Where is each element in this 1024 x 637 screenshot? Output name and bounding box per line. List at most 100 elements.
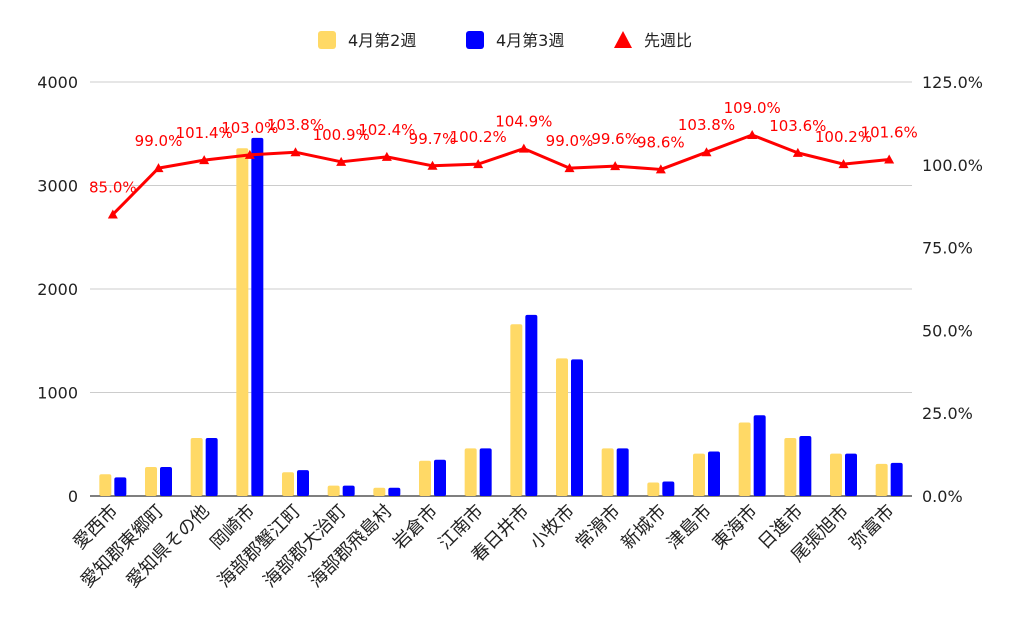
bar [327,485,340,496]
y-right-tick-label: 25.0% [922,404,973,423]
bar [160,467,172,496]
bar [693,453,705,496]
x-tick-label: 岩倉市 [389,501,442,554]
bar [145,467,157,496]
ratio-data-label: 103.8% [678,116,735,134]
bar [373,487,386,496]
ratio-point [610,161,621,171]
bar [601,448,614,496]
legend-swatch [318,31,336,49]
bar [708,451,720,496]
bar [464,448,477,496]
y-right-tick-label: 50.0% [922,321,973,340]
bar [510,324,523,496]
legend-label: 4月第2週 [348,31,416,50]
ratio-point [792,147,803,157]
ratio-data-label: 100.9% [313,126,370,144]
y-left-tick-label: 4000 [37,73,78,92]
right-axis: 0.0% 25.0% 50.0% 75.0% 100.0% 125.0% [922,73,983,506]
bar [388,487,401,496]
ratio-point [427,160,438,170]
bar [251,137,264,496]
legend-swatch [466,31,484,49]
y-right-tick-label: 0.0% [922,487,963,506]
ratio-data-label: 99.0% [546,132,594,150]
x-tick-label: 東海市 [709,501,762,554]
bar [875,463,888,496]
ratio-data-label: 101.6% [861,124,918,142]
bar [434,459,446,496]
bar [525,314,538,496]
bar [647,482,660,496]
bar [890,462,903,496]
line-series: 85.0%99.0%101.4%103.0%103.8%100.9%102.4%… [89,99,918,219]
ratio-point [838,159,849,169]
y-right-tick-label: 75.0% [922,239,973,258]
ratio-point [564,163,575,173]
bar [236,148,249,497]
bar [342,485,355,496]
ratio-data-label: 85.0% [89,178,137,196]
y-right-tick-label: 125.0% [922,73,983,92]
ratio-data-label: 103.8% [267,116,324,134]
bar [830,453,842,496]
y-left-tick-label: 3000 [37,177,78,196]
x-tick-label: 新城市 [617,501,670,554]
ratio-point [518,143,529,153]
bar [419,460,431,496]
x-tick-label: 弥富市 [846,501,899,554]
x-tick-label: 津島市 [663,501,716,554]
bar [297,470,309,496]
bar [753,415,766,496]
ratio-data-label: 104.9% [495,113,552,131]
ratio-point [884,154,895,164]
ratio-point [701,147,712,157]
y-left-tick-label: 2000 [37,280,78,299]
legend-label: 先週比 [644,31,692,50]
x-tick-label: 小牧市 [526,501,579,554]
bar [114,477,127,496]
bar [662,481,675,496]
bar [282,472,294,496]
ratio-data-label: 99.7% [409,130,457,148]
bar [738,422,751,496]
legend-label: 4月第3週 [496,31,564,50]
ratio-data-label: 100.2% [815,128,872,146]
ratio-point [747,129,758,139]
ratio-data-label: 101.4% [176,124,233,142]
legend-swatch [614,31,632,48]
y-left-tick-label: 1000 [37,384,78,403]
bar [190,438,203,496]
bar-series [99,137,903,497]
x-axis-labels: 愛西市愛知郡東郷町愛知県その他岡崎市海部郡蟹江町海部郡大治町海部郡飛島村岩倉市江… [69,501,898,592]
bar [479,448,492,496]
ratio-point [473,159,484,169]
ratio-point [153,163,164,173]
ratio-line [111,133,890,216]
ratio-data-label: 100.2% [450,128,507,146]
ratio-data-label: 109.0% [724,99,781,117]
ratio-data-label: 102.4% [358,121,415,139]
bar [205,438,218,496]
ratio-data-label: 103.6% [769,117,826,135]
bar [556,358,568,496]
legend: 4月第2週 4月第3週 先週比 [318,31,692,50]
bar [616,448,629,496]
ratio-data-label: 103.0% [221,119,278,137]
bar [571,359,583,496]
ratio-data-label: 99.6% [591,130,639,148]
ratio-point [290,147,301,157]
x-tick-label: 常滑市 [572,501,625,554]
gridlines [90,81,912,497]
ratio-data-label: 98.6% [637,133,685,151]
bar [845,453,857,496]
ratio-point [244,149,255,159]
ratio-point [199,155,210,165]
ratio-point [381,151,392,161]
ratio-point [107,209,118,219]
ratio-point [336,156,347,166]
y-left-tick-label: 0 [68,487,78,506]
left-axis: 0 1000 2000 3000 4000 [37,73,78,506]
